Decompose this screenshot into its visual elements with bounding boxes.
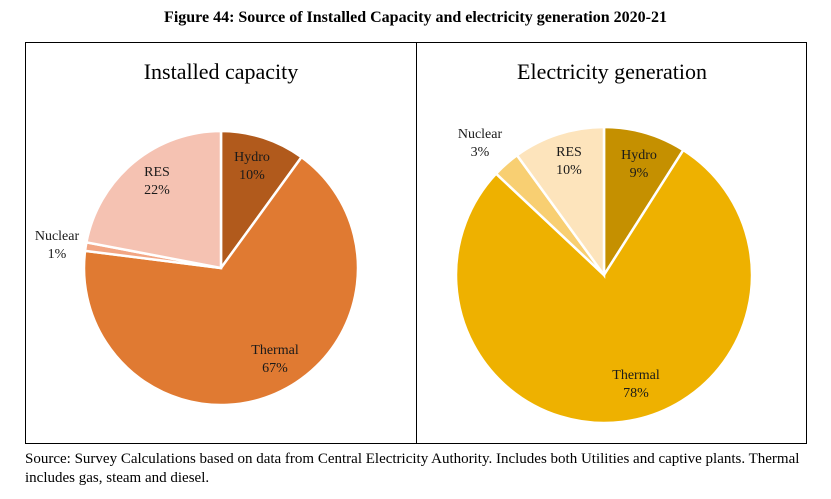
slice-name-thermal: Thermal	[251, 343, 299, 358]
slice-name-hydro: Hydro	[621, 148, 657, 163]
installed-capacity-pie: Hydro 10% Thermal 67% Nuclear 1% RES 22%	[35, 129, 360, 407]
panel-divider	[416, 43, 417, 443]
slice-value-nuclear: 3%	[471, 145, 490, 160]
slice-value-hydro: 9%	[630, 166, 649, 181]
slice-name-nuclear: Nuclear	[458, 127, 503, 142]
pie-slice-thermal	[82, 155, 360, 407]
pie-slice-thermal	[454, 148, 754, 425]
slice-value-hydro: 10%	[239, 168, 265, 183]
electricity-generation-panel: Electricity generation Hydro 9% Thermal 78%…	[417, 43, 807, 443]
electricity-generation-pie: Hydro 9% Thermal 78% Nuclear 3% RES 10%	[454, 125, 754, 425]
slice-label-thermal: Thermal 78%	[612, 368, 660, 401]
electricity-generation-title: Electricity generation	[517, 59, 707, 84]
slice-label-res: RES 22%	[144, 165, 170, 198]
slice-label-nuclear: Nuclear 3%	[458, 127, 503, 160]
charts-frame: Installed capacity Hydro 10% Thermal 67% Nuc…	[25, 42, 807, 444]
pie-slice-res	[515, 125, 606, 279]
slice-value-thermal: 67%	[262, 361, 288, 376]
slice-label-hydro: Hydro 10%	[234, 150, 270, 183]
installed-capacity-title: Installed capacity	[143, 59, 299, 84]
slice-name-res: RES	[144, 165, 170, 180]
slice-name-hydro: Hydro	[234, 150, 270, 165]
pie-slice-hydro	[219, 129, 304, 272]
pie-slice-res	[84, 129, 223, 270]
slice-label-thermal: Thermal 67%	[251, 343, 299, 376]
slice-value-thermal: 78%	[623, 386, 649, 401]
slice-name-res: RES	[556, 145, 582, 160]
pie-slice-hydro	[602, 125, 686, 280]
slice-name-nuclear: Nuclear	[35, 229, 80, 244]
figure-title: Figure 44: Source of Installed Capacity …	[164, 9, 667, 26]
slice-value-nuclear: 1%	[48, 247, 67, 262]
slice-label-res: RES 10%	[556, 145, 582, 178]
slice-name-thermal: Thermal	[612, 368, 660, 383]
source-note: Source: Survey Calculations based on dat…	[25, 451, 800, 486]
slice-value-res: 10%	[556, 163, 582, 178]
installed-capacity-panel: Installed capacity Hydro 10% Thermal 67% Nuc…	[26, 43, 416, 443]
slice-label-nuclear: Nuclear 1%	[35, 229, 80, 262]
slice-value-res: 22%	[144, 183, 170, 198]
slice-label-hydro: Hydro 9%	[621, 148, 657, 181]
